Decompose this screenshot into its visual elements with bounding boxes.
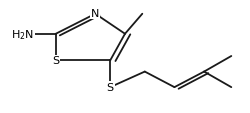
Text: H$_2$N: H$_2$N (11, 28, 34, 41)
Text: N: N (91, 9, 100, 18)
Text: S: S (52, 56, 59, 66)
Text: S: S (106, 82, 114, 92)
